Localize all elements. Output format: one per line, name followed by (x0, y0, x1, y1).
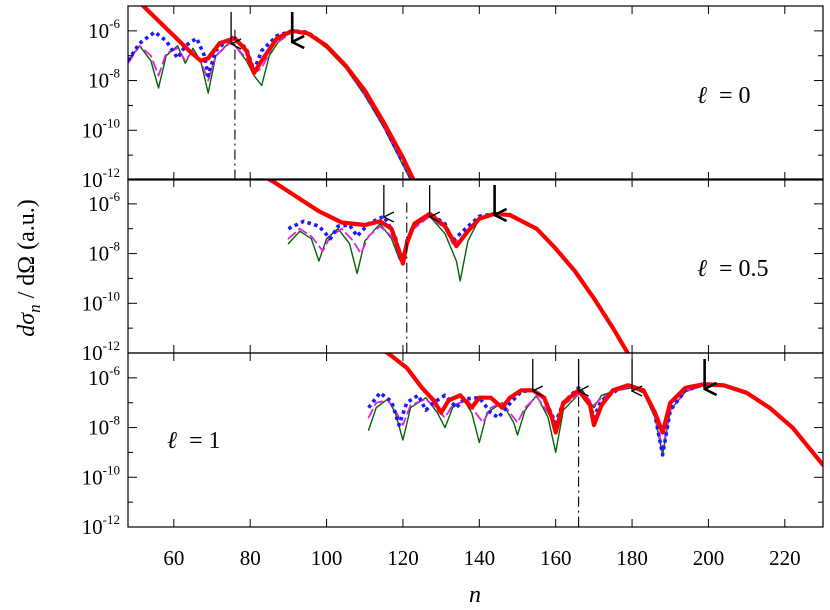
x-tick-label: 220 (769, 546, 801, 570)
x-tick-label: 100 (311, 546, 343, 570)
panel-1-series (128, 6, 416, 180)
series-line-magenta-panel-3 (367, 384, 823, 467)
x-tick-label: 80 (240, 546, 261, 570)
x-tick-label: 200 (693, 546, 725, 570)
y-tick-label: 10-8 (88, 413, 120, 440)
x-tick-label: 180 (616, 546, 648, 570)
y-tick-label: 10-12 (82, 165, 120, 192)
axis-text-layer: 10-6 10-8 10-10 10-12 ℓ = 0 10-6 10-8 10-10 10-12… (14, 16, 801, 608)
x-tick-label: 160 (540, 546, 572, 570)
panel-3-label: ℓ = 1 (167, 428, 221, 454)
series-line-green-panel-2 (287, 214, 628, 353)
x-tick-label: 60 (163, 546, 184, 570)
y-tick-label: 10-6 (88, 16, 120, 43)
y-tick-label: 10-8 (88, 239, 120, 266)
y-tick-label: 10-10 (82, 288, 120, 315)
panel-1-label: ℓ = 0 (697, 83, 751, 109)
y-tick-label: 10-6 (88, 363, 120, 390)
panel-2-label: ℓ = 0.5 (697, 256, 769, 282)
y-axis-label: dσn / dΩ (a.u.) (14, 199, 44, 336)
series-line-magenta-panel-2 (287, 214, 629, 353)
x-tick-label: 120 (387, 546, 419, 570)
panel-1-frame (127, 5, 824, 181)
y-tick-label: 10-10 (82, 115, 120, 142)
y-tick-label: 10-10 (82, 462, 120, 489)
panel-3-frame (127, 352, 824, 528)
x-axis-label: n (469, 582, 481, 608)
y-tick-label: 10-8 (88, 66, 120, 93)
series-line-red-panel-2 (264, 179, 631, 353)
panel-3-series (367, 353, 823, 467)
series-line-red-panel-1 (139, 6, 416, 180)
y-tick-label: 10-12 (82, 338, 120, 365)
y-tick-label: 10-12 (82, 512, 120, 539)
series-line-blue-panel-3 (367, 382, 823, 467)
panel-2-series (264, 179, 631, 353)
y-tick-label: 10-6 (88, 189, 120, 216)
axes-frame-layer (127, 5, 824, 528)
x-tick-label: 140 (464, 546, 496, 570)
data-layer (128, 6, 823, 467)
series-line-red-panel-3 (383, 353, 823, 467)
annotation-layer (231, 12, 705, 527)
